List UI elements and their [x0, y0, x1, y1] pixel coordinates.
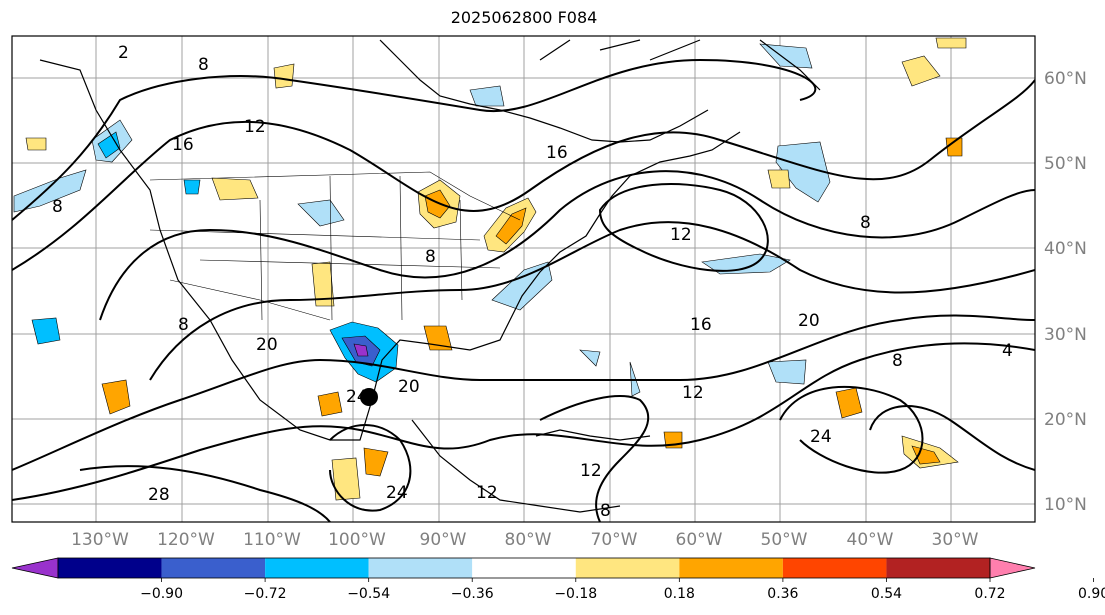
colorbar-segment: [161, 558, 266, 578]
longitude-label: 110°W: [243, 530, 301, 550]
contour-label: 12: [244, 117, 266, 137]
colorbar: −0.90 −0.72 −0.54 −0.36 −0.18 0.18 0.36 0.54 0.7…: [11, 557, 1105, 602]
colorbar-tick-label: 0.18: [664, 586, 695, 602]
longitude-label: 40°W: [847, 530, 894, 550]
colorbar-frame: [57, 557, 991, 579]
contour-label: 24: [386, 483, 408, 503]
contour-label: 20: [398, 377, 420, 397]
colorbar-segment: [886, 558, 990, 578]
latitude-label: 60°N: [1044, 69, 1087, 89]
longitude-label: 120°W: [157, 530, 215, 550]
contour-lines: [12, 58, 1035, 522]
contour-label: 16: [172, 135, 194, 155]
colorbar-segment: [265, 558, 369, 578]
contour-label: 12: [580, 461, 602, 481]
longitude-label: 30°W: [932, 530, 979, 550]
shaded-field: [13, 37, 967, 501]
longitude-label: 50°W: [761, 530, 808, 550]
map-title: 2025062800 F084: [450, 8, 598, 27]
contour-label: 12: [670, 225, 692, 245]
colorbar-tick-label: −0.90: [140, 586, 183, 602]
colorbar-tick-label: 0.36: [767, 586, 798, 602]
coastlines: [39, 39, 821, 513]
contour-label: 20: [798, 311, 820, 331]
colorbar-tick-label: −0.36: [451, 586, 494, 602]
latitude-label: 40°N: [1044, 239, 1087, 259]
contour-label: 2: [118, 43, 129, 63]
colorbar-extend-high: [989, 557, 1036, 579]
colorbar-tick-label: −0.72: [244, 586, 287, 602]
latitude-label: 50°N: [1044, 154, 1087, 174]
longitude-label: 70°W: [591, 530, 638, 550]
contour-label: 12: [682, 383, 704, 403]
latitude-label: 20°N: [1044, 410, 1087, 430]
longitude-label: 60°W: [676, 530, 723, 550]
latitude-axis: 60°N 50°N 40°N 30°N 20°N 10°N: [1044, 69, 1087, 515]
contour-label: 8: [600, 501, 611, 521]
contour-label: 4: [1002, 341, 1013, 361]
contour-label: 16: [546, 143, 568, 163]
contour-label: 16: [690, 315, 712, 335]
storm-center-marker: [360, 388, 378, 406]
longitude-label: 130°W: [71, 530, 129, 550]
colorbar-tick-label: −0.18: [554, 586, 597, 602]
map-frame: [11, 35, 1036, 523]
contour-label: 8: [892, 351, 903, 371]
contour-label-group: 2 8 16 12 16 12 8 8 8 12 16 20 4 8 12 20…: [52, 43, 1013, 521]
longitude-label: 90°W: [420, 530, 467, 550]
colorbar-segment: [368, 558, 473, 578]
colorbar-tick-label: 0.54: [871, 586, 902, 602]
colorbar-tick-label: −0.54: [347, 586, 390, 602]
contour-label: 8: [860, 213, 871, 233]
contour-label: 8: [178, 315, 189, 335]
longitude-label: 80°W: [505, 530, 552, 550]
colorbar-segment: [679, 558, 783, 578]
longitude-axis: 130°W 120°W 110°W 100°W 90°W 80°W 70°W 60°W 50°W…: [71, 530, 979, 550]
colorbar-extend-low: [11, 557, 59, 579]
contour-label: 8: [198, 55, 209, 75]
contour-label: 8: [425, 247, 436, 267]
contour-label: 12: [476, 483, 498, 503]
colorbar-tick-label: 0.72: [974, 586, 1005, 602]
contour-label: 28: [148, 485, 170, 505]
colorbar-segment: [472, 558, 576, 578]
latitude-label: 10°N: [1044, 495, 1087, 515]
contour-label: 24: [810, 427, 832, 447]
colorbar-segment: [58, 558, 162, 578]
colorbar-segment: [575, 558, 680, 578]
latitude-label: 30°N: [1044, 325, 1087, 345]
colorbar-tick-label: 0.90: [1078, 586, 1105, 602]
contour-label: 24: [346, 387, 368, 407]
contour-label: 8: [52, 197, 63, 217]
colorbar-segment: [782, 558, 887, 578]
contour-label: 20: [256, 335, 278, 355]
longitude-label: 100°W: [328, 530, 386, 550]
